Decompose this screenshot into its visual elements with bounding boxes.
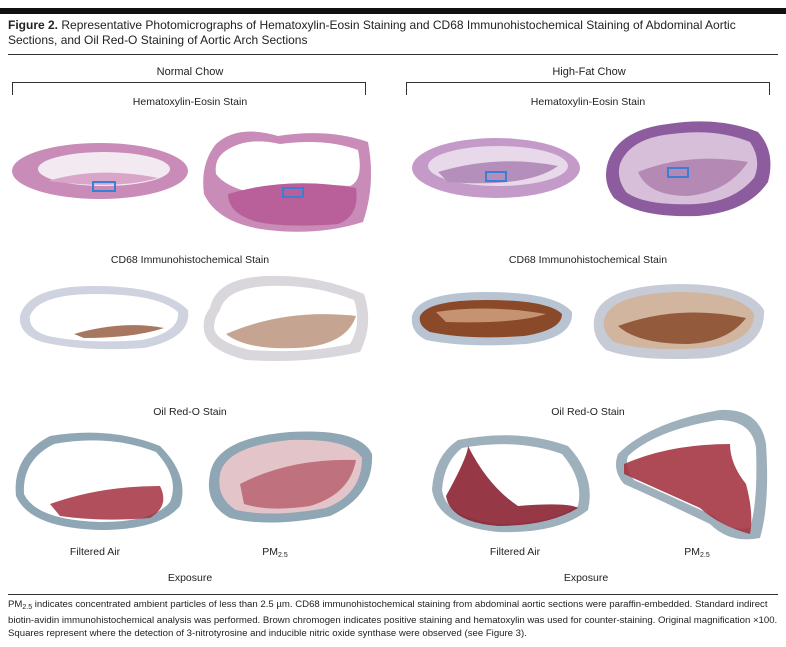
figure-label: Figure 2. [8,18,59,32]
group-bracket-highfat [406,82,770,95]
col-label-filtered-air-right: Filtered Air [489,546,541,558]
micrograph-oro-highfat-filtered [428,426,598,536]
micrograph-he-highfat-pm [598,112,778,222]
col-label-filtered-air-left: Filtered Air [69,546,121,558]
figure-caption: Figure 2. Representative Photomicrograph… [8,18,778,48]
stain-label-cd68-right: CD68 Immunohistochemical Stain [508,254,668,266]
micrograph-oro-normal-pm [200,424,376,528]
micrograph-cd68-normal-filtered [14,276,194,356]
col-label-pm-left: PM2.5 [210,546,340,559]
pm-subscript: 2.5 [700,552,710,559]
stain-label-oro-left: Oil Red-O Stain [153,406,227,418]
stain-label-cd68-left: CD68 Immunohistochemical Stain [110,254,270,266]
col-label-pm-right: PM2.5 [632,546,762,559]
exposure-label-right: Exposure [563,572,609,584]
micrograph-he-normal-pm [198,124,378,239]
caption-divider [8,54,778,55]
stain-label-he-left: Hematoxylin-Eosin Stain [132,96,248,108]
pm-text: PM [262,546,278,558]
micrograph-cd68-highfat-filtered [406,286,576,350]
figure-footnote: PM2.5 indicates concentrated ambient par… [8,598,778,640]
footnote-pm-subscript: 2.5 [22,604,33,611]
stain-label-he-right: Hematoxylin-Eosin Stain [530,96,646,108]
pm-subscript: 2.5 [278,552,288,559]
footnote-pm: PM [8,599,23,610]
footnote-text: indicates concentrated ambient particles… [8,599,778,639]
pm-text: PM [684,546,700,558]
exposure-label-left: Exposure [167,572,213,584]
group-label-high-fat-chow: High-Fat Chow [552,66,626,78]
micrograph-he-highfat-filtered [408,132,584,204]
region-marker-square [282,187,304,198]
region-marker-square [92,181,116,192]
region-marker-square [485,171,507,182]
micrograph-oro-highfat-pm [610,404,770,546]
top-rule [0,8,786,14]
region-marker-square [667,167,689,178]
group-bracket-normal [12,82,366,95]
figure-title: Representative Photomicrographs of Hemat… [8,18,736,47]
micrograph-oro-normal-filtered [10,426,190,534]
footnote-divider [8,594,778,595]
micrograph-cd68-normal-pm [196,268,376,368]
stain-label-oro-right: Oil Red-O Stain [551,406,625,418]
micrograph-cd68-highfat-pm [588,276,768,364]
group-label-normal-chow: Normal Chow [156,66,224,78]
micrograph-he-normal-filtered [8,136,193,206]
